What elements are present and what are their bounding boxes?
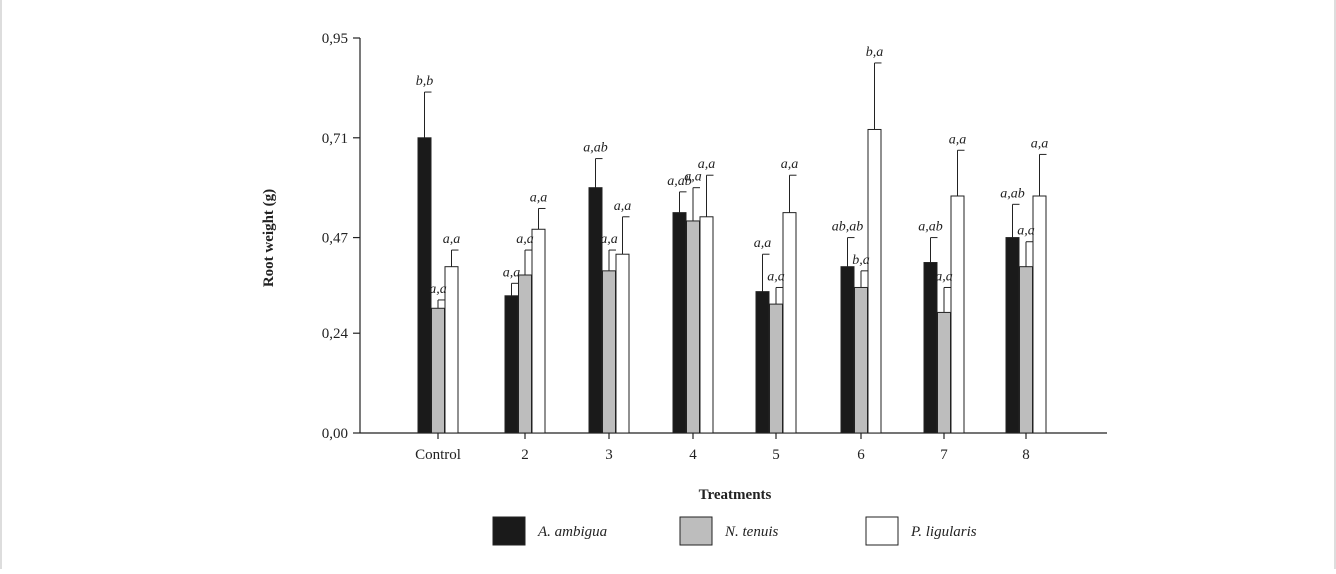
bar-ntenuis [518, 274, 532, 434]
significance-label: a,a [949, 132, 967, 147]
bar-ntenuis [602, 270, 616, 434]
significance-label: a,a [429, 282, 447, 297]
significance-label: a,a [767, 269, 785, 284]
bar-aambigua [1005, 237, 1020, 434]
significance-label: a,a [443, 232, 461, 247]
significance-label: a,ab [1000, 186, 1025, 201]
significance-label: a,a [754, 236, 772, 251]
bar-aambigua [588, 187, 603, 434]
x-tick-label: 6 [857, 447, 865, 463]
y-axis-title: Root weight (g) [261, 189, 277, 287]
significance-label: b,b [416, 74, 434, 89]
bar-pligularis [444, 266, 459, 434]
bar-aambigua [755, 291, 770, 434]
significance-labels-group: b,ba,aa,aa,aa,aa,aa,aba,aa,aa,aba,aa,aa,… [416, 45, 1049, 297]
significance-label: b,a [852, 253, 870, 268]
error-bars-group [424, 62, 1047, 313]
y-tick-label: 0,24 [322, 326, 349, 342]
x-axis: Control 2 3 4 5 6 7 8 [360, 432, 1107, 463]
bar-pligularis [615, 253, 630, 434]
bar-pligularis [950, 195, 965, 434]
x-tick-label: 5 [772, 447, 780, 463]
x-tick-label: 7 [940, 447, 948, 463]
legend: A. ambigua N. tenuis P. ligularis [492, 516, 977, 546]
bar-aambigua [672, 212, 687, 434]
bar-pligularis [782, 212, 797, 434]
bar-ntenuis [1019, 266, 1033, 434]
significance-label: a,a [698, 157, 716, 172]
bar-ntenuis [854, 286, 868, 434]
legend-swatch [865, 516, 899, 546]
significance-label: a,a [1031, 136, 1049, 151]
y-tick-label: 0,47 [322, 231, 349, 247]
bar-pligularis [699, 216, 714, 434]
significance-label: a,a [614, 199, 632, 214]
significance-label: ab,ab [832, 220, 864, 235]
legend-label: A. ambigua [537, 524, 607, 540]
x-tick-label: Control [415, 447, 461, 463]
significance-label: a,a [600, 232, 618, 247]
bar-ntenuis [937, 311, 951, 434]
bar-aambigua [504, 295, 519, 434]
y-tick-label: 0,95 [322, 31, 348, 47]
significance-label: a,a [1017, 224, 1035, 239]
bar-pligularis [867, 128, 882, 434]
y-tick-label: 0,00 [322, 426, 348, 442]
bar-ntenuis [769, 303, 783, 434]
x-tick-label: 3 [605, 447, 613, 463]
x-tick-label: 2 [521, 447, 529, 463]
significance-label: a,ab [918, 220, 943, 235]
significance-label: b,a [866, 45, 884, 60]
y-tick-label: 0,71 [322, 131, 348, 147]
bar-aambigua [840, 266, 855, 434]
significance-label: a,a [935, 269, 953, 284]
legend-swatch [492, 516, 526, 546]
significance-label: a,a [516, 232, 534, 247]
significance-label: a,a [781, 157, 799, 172]
y-axis: 0,00 0,24 0,47 0,71 0,95 [322, 31, 361, 442]
x-tick-label: 8 [1022, 447, 1030, 463]
legend-label: N. tenuis [724, 524, 778, 540]
significance-label: a,a [530, 190, 548, 205]
significance-label: a,a [503, 265, 521, 280]
legend-swatch [679, 516, 713, 546]
significance-label: a,ab [667, 174, 692, 189]
legend-label: P. ligularis [910, 524, 977, 540]
bar-aambigua [923, 262, 938, 434]
significance-label: a,ab [583, 141, 608, 156]
x-tick-label: 4 [689, 447, 697, 463]
bar-ntenuis [686, 220, 700, 434]
bar-pligularis [1032, 195, 1047, 434]
bar-pligularis [531, 228, 546, 434]
bar-ntenuis [431, 307, 445, 434]
bars-group [417, 128, 1047, 434]
x-axis-title: Treatments [699, 487, 772, 503]
significance-label: a,a [684, 170, 702, 185]
